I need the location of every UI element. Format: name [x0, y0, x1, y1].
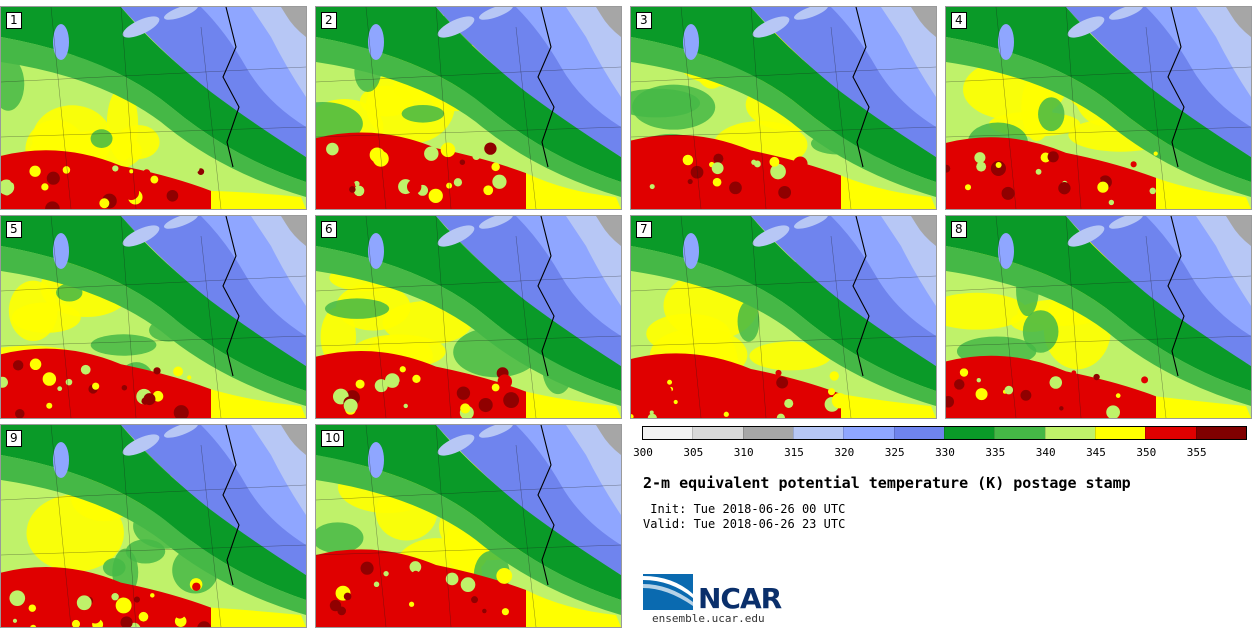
member-label: 1	[6, 12, 22, 29]
colorbar-tick-label: 310	[733, 446, 754, 459]
colorbar-segment	[1145, 427, 1196, 439]
map-panel-5: 5	[0, 215, 307, 419]
map-panel-10: 10	[315, 424, 622, 628]
colorbar-tick-label: 350	[1136, 446, 1157, 459]
theta-e-field	[631, 7, 936, 209]
colorbar-tick-label: 320	[834, 446, 855, 459]
colorbar-segment	[742, 427, 793, 439]
colorbar-segment	[1195, 427, 1246, 439]
ncar-logo-icon	[643, 574, 693, 610]
theta-e-field	[631, 216, 936, 418]
member-label: 10	[321, 430, 345, 447]
map-panel-7: 7	[630, 215, 937, 419]
colorbar-tick-label: 300	[633, 446, 653, 459]
colorbar-segment	[994, 427, 1045, 439]
colorbar-segment	[792, 427, 844, 439]
colorbar-segment	[893, 427, 944, 439]
member-label: 4	[951, 12, 967, 29]
map-panel-6: 6	[315, 215, 622, 419]
theta-e-field	[1, 425, 306, 627]
map-panel-9: 9	[0, 424, 307, 628]
colorbar-tick-label: 305	[683, 446, 704, 459]
theta-e-field	[946, 216, 1251, 418]
colorbar-tick-label: 355	[1186, 446, 1207, 459]
theta-e-field	[316, 216, 621, 418]
ncar-logo-text: NCAR	[698, 582, 782, 615]
valid-time: Valid: Tue 2018-06-26 23 UTC	[643, 517, 846, 531]
site-url: ensemble.ucar.edu	[652, 612, 765, 625]
colorbar-tick-label: 330	[935, 446, 955, 459]
colorbar-tick-label: 315	[784, 446, 804, 459]
theta-e-field	[1, 7, 306, 209]
colorbar-segment	[1094, 427, 1146, 439]
member-label: 7	[636, 221, 652, 238]
init-time: Init: Tue 2018-06-26 00 UTC	[643, 502, 846, 516]
map-panel-3: 3	[630, 6, 937, 210]
theta-e-field	[946, 7, 1251, 209]
colorbar-segment	[843, 427, 894, 439]
colorbar-tick-label: 340	[1035, 446, 1056, 459]
colorbar-tick-label: 325	[884, 446, 905, 459]
map-panel-4: 4	[945, 6, 1252, 210]
map-panel-8: 8	[945, 215, 1252, 419]
colorbar-segment	[1044, 427, 1095, 439]
member-label: 2	[321, 12, 337, 29]
colorbar	[642, 426, 1247, 440]
figure-title: 2-m equivalent potential temperature (K)…	[643, 474, 1131, 492]
colorbar-tick-label: 345	[1086, 446, 1106, 459]
colorbar-tick-label: 335	[985, 446, 1006, 459]
theta-e-field	[1, 216, 306, 418]
member-label: 8	[951, 221, 967, 238]
colorbar-segment	[643, 427, 693, 439]
colorbar-segment	[943, 427, 995, 439]
member-label: 9	[6, 430, 22, 447]
theta-e-field	[316, 7, 621, 209]
map-panel-1: 1	[0, 6, 307, 210]
member-label: 3	[636, 12, 652, 29]
member-label: 6	[321, 221, 337, 238]
map-panel-2: 2	[315, 6, 622, 210]
colorbar-segment	[692, 427, 743, 439]
member-label: 5	[6, 221, 22, 238]
theta-e-field	[316, 425, 621, 627]
